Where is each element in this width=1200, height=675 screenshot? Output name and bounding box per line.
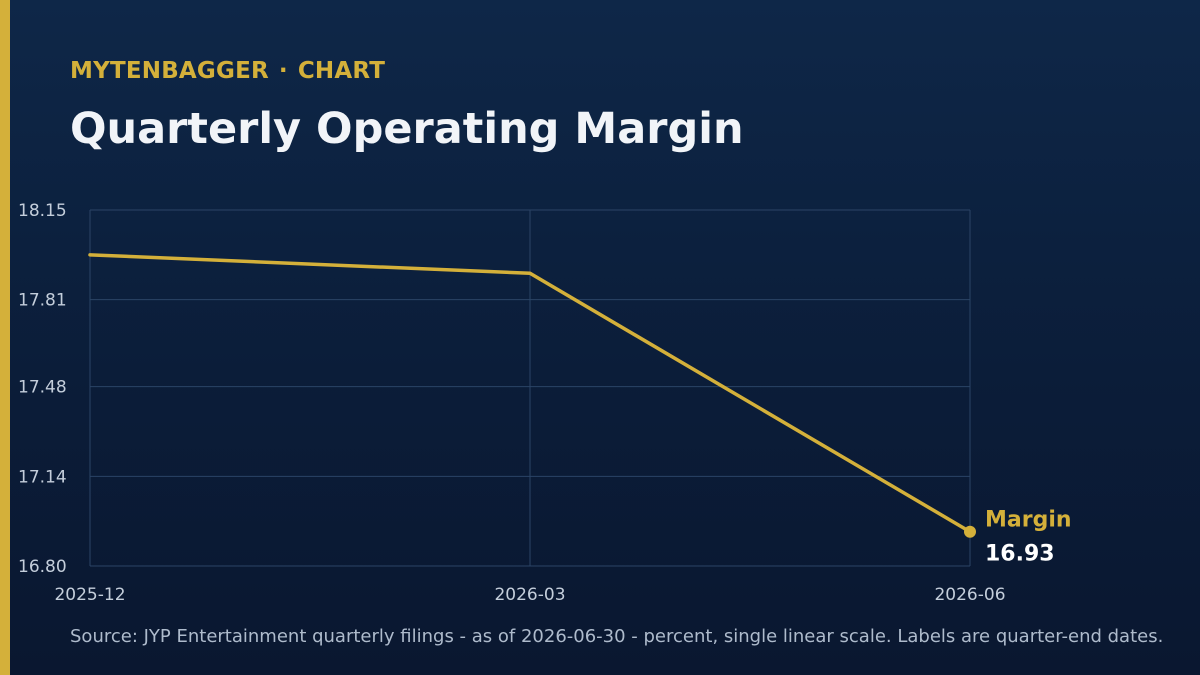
y-tick-label: 17.48 xyxy=(18,378,67,398)
x-tick-label: 2026-06 xyxy=(934,585,1005,605)
x-tick-label: 2026-03 xyxy=(494,585,565,605)
brand-name: MYTENBAGGER xyxy=(70,58,269,84)
section-label: CHART xyxy=(297,58,386,84)
x-tick-label: 2025-12 xyxy=(54,585,125,605)
y-tick-label: 17.14 xyxy=(18,467,67,487)
y-tick-label: 17.81 xyxy=(18,291,67,311)
series-line-margin xyxy=(88,253,972,534)
y-tick-label: 18.15 xyxy=(18,201,67,221)
page-title: Quarterly Operating Margin xyxy=(70,104,744,154)
source-note: Source: JYP Entertainment quarterly fili… xyxy=(70,626,1164,647)
y-tick-label: 16.80 xyxy=(18,557,67,577)
series-name-label: Margin xyxy=(985,508,1072,533)
series-value-label: 16.93 xyxy=(985,542,1055,567)
accent-bar xyxy=(0,0,10,675)
eyebrow-separator: · xyxy=(278,58,288,84)
eyebrow: MYTENBAGGER · CHART xyxy=(70,58,385,84)
series-end-point xyxy=(964,525,976,538)
